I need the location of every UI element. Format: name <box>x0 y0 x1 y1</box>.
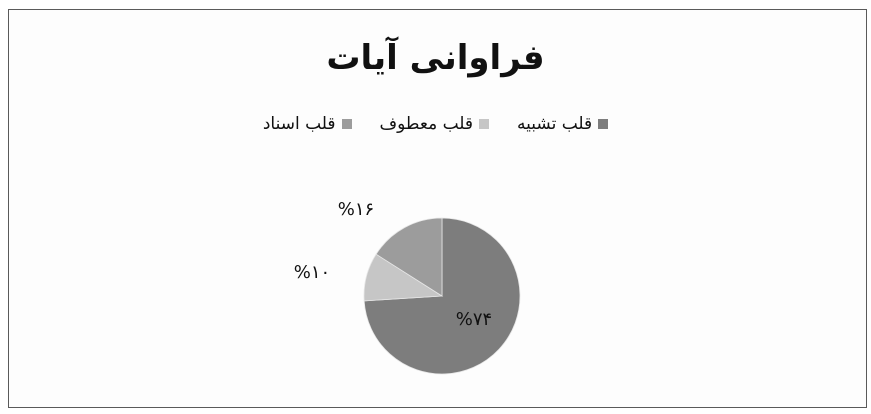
legend-label-0: قلب تشبیه <box>517 114 593 134</box>
legend-entry-0: قلب تشبیه <box>517 114 609 134</box>
legend-label-1: قلب معطوف <box>379 114 474 134</box>
slice-label-2: %۱۶ <box>338 199 374 220</box>
legend: قلب تشبیه قلب معطوف قلب اسناد <box>0 114 871 134</box>
slice-label-0: %۷۴ <box>456 309 492 330</box>
legend-swatch-0 <box>598 119 609 129</box>
legend-swatch-1 <box>479 119 490 129</box>
legend-swatch-2 <box>341 119 352 129</box>
legend-entry-1: قلب معطوف <box>380 114 490 134</box>
legend-entry-2: قلب اسناد <box>263 114 352 134</box>
slice-label-1: %۱۰ <box>294 262 330 283</box>
pie-slice-2 <box>375 217 443 297</box>
chart-title: فراوانی آیات <box>326 38 545 78</box>
legend-label-2: قلب اسناد <box>262 114 336 134</box>
